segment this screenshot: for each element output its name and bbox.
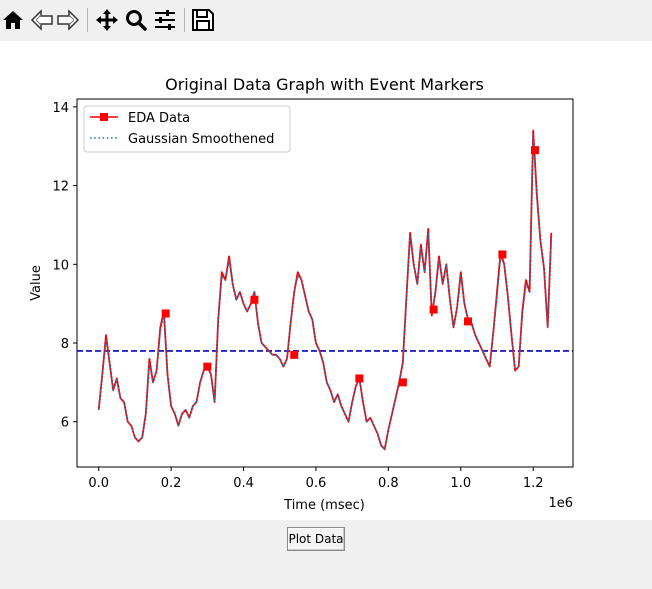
y-tick-label: 6 (61, 416, 69, 431)
y-tick-label: 14 (52, 101, 69, 116)
legend: EDA Data Gaussian Smoothened (83, 105, 291, 153)
navigation-toolbar (0, 0, 652, 41)
legend-eda-marker (100, 113, 108, 121)
figure-canvas: Original Data Graph with Event Markers 0… (0, 41, 652, 520)
toolbar-separator (184, 8, 185, 32)
event-marker (250, 295, 259, 304)
event-marker (290, 350, 299, 359)
legend-box (83, 105, 291, 153)
event-marker (398, 378, 407, 387)
configure-subplots-icon[interactable] (153, 8, 177, 32)
x-axis-offset-text: 1e6 (548, 496, 573, 511)
x-tick-label: 0.2 (161, 476, 182, 491)
legend-label-eda: EDA Data (128, 111, 190, 126)
y-tick-label: 8 (61, 337, 69, 352)
chart-title: Original Data Graph with Event Markers (165, 75, 484, 94)
axes-frame (76, 98, 574, 468)
pan-move-icon[interactable] (95, 8, 119, 32)
bottom-panel: Plot Data (0, 520, 652, 589)
legend-label-smoothened: Gaussian Smoothened (128, 132, 274, 147)
x-tick-label: 0.8 (378, 476, 399, 491)
eda-chart: Original Data Graph with Event Markers 0… (29, 75, 574, 513)
plot-area[interactable] (77, 129, 573, 451)
x-tick-label: 1.2 (523, 476, 544, 491)
back-arrow-icon[interactable] (30, 8, 54, 32)
eda-data-line (97, 129, 553, 451)
x-axis: 0.0 0.2 0.4 0.6 0.8 1.0 1.2 (88, 467, 544, 491)
x-tick-label: 0.0 (88, 476, 109, 491)
plot-data-button[interactable]: Plot Data (287, 527, 345, 551)
event-marker (498, 250, 507, 259)
home-icon[interactable] (1, 8, 25, 32)
x-tick-label: 0.4 (233, 476, 254, 491)
x-axis-label: Time (msec) (283, 498, 365, 513)
toolbar-separator (87, 8, 88, 32)
gaussian-smoothened-line (97, 133, 553, 451)
event-marker (355, 374, 364, 383)
event-marker (464, 317, 473, 326)
y-tick-label: 12 (52, 180, 69, 195)
event-marker (530, 146, 539, 155)
zoom-magnifier-icon[interactable] (124, 8, 148, 32)
save-floppy-icon[interactable] (191, 8, 215, 32)
forward-arrow-icon[interactable] (56, 8, 80, 32)
x-tick-label: 1.0 (450, 476, 471, 491)
y-axis-label: Value (29, 265, 44, 301)
y-axis: 6 8 10 12 14 (52, 101, 77, 431)
event-marker (203, 362, 212, 371)
y-tick-label: 10 (52, 258, 69, 273)
event-marker (161, 309, 170, 318)
x-tick-label: 0.6 (306, 476, 327, 491)
event-marker (429, 305, 438, 314)
